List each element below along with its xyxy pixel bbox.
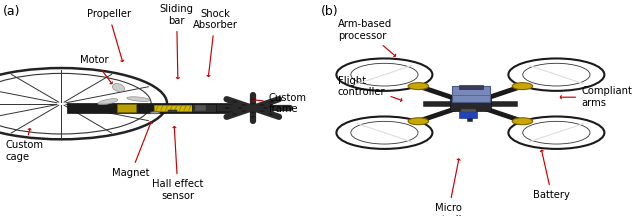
Ellipse shape xyxy=(113,84,125,92)
FancyBboxPatch shape xyxy=(450,97,491,111)
Text: Compliant
arms: Compliant arms xyxy=(560,86,632,108)
Text: Sliding
bar: Sliding bar xyxy=(159,4,194,79)
Text: Hall effect
sensor: Hall effect sensor xyxy=(152,127,204,201)
Text: Propeller: Propeller xyxy=(87,10,131,61)
Circle shape xyxy=(512,118,532,125)
Circle shape xyxy=(250,98,255,100)
Text: Custom
cage: Custom cage xyxy=(5,129,43,162)
Circle shape xyxy=(241,104,246,106)
Ellipse shape xyxy=(98,99,118,105)
Circle shape xyxy=(250,111,255,113)
FancyBboxPatch shape xyxy=(154,105,192,111)
Circle shape xyxy=(276,107,281,109)
Text: Shock
Absorber: Shock Absorber xyxy=(193,9,237,76)
FancyBboxPatch shape xyxy=(195,105,206,111)
Circle shape xyxy=(232,113,237,115)
Circle shape xyxy=(408,118,429,125)
Text: Arm-based
processor: Arm-based processor xyxy=(338,19,396,57)
Circle shape xyxy=(408,83,429,90)
FancyBboxPatch shape xyxy=(168,110,177,112)
Circle shape xyxy=(259,110,264,112)
Circle shape xyxy=(512,83,532,90)
Circle shape xyxy=(237,107,243,109)
Text: Flight
controller: Flight controller xyxy=(338,76,402,102)
Text: Custom
frame: Custom frame xyxy=(253,93,307,114)
Text: (b): (b) xyxy=(321,5,339,18)
FancyBboxPatch shape xyxy=(459,111,477,118)
Circle shape xyxy=(225,107,230,109)
FancyBboxPatch shape xyxy=(452,86,490,102)
FancyBboxPatch shape xyxy=(459,85,483,89)
Circle shape xyxy=(263,107,268,109)
FancyBboxPatch shape xyxy=(192,104,216,112)
Circle shape xyxy=(250,116,255,118)
Circle shape xyxy=(250,103,255,105)
Text: (a): (a) xyxy=(3,5,20,18)
Circle shape xyxy=(259,104,264,106)
FancyBboxPatch shape xyxy=(461,109,476,112)
Circle shape xyxy=(268,113,273,115)
Ellipse shape xyxy=(127,97,150,101)
Circle shape xyxy=(232,101,237,103)
Text: Motor: Motor xyxy=(81,56,113,84)
Circle shape xyxy=(241,110,246,112)
Text: Magnet: Magnet xyxy=(113,122,152,178)
Ellipse shape xyxy=(150,112,160,114)
FancyBboxPatch shape xyxy=(117,104,136,112)
FancyBboxPatch shape xyxy=(67,103,234,113)
Text: Micro
controller: Micro controller xyxy=(424,159,472,216)
Text: Battery: Battery xyxy=(533,150,570,200)
Circle shape xyxy=(268,101,273,103)
